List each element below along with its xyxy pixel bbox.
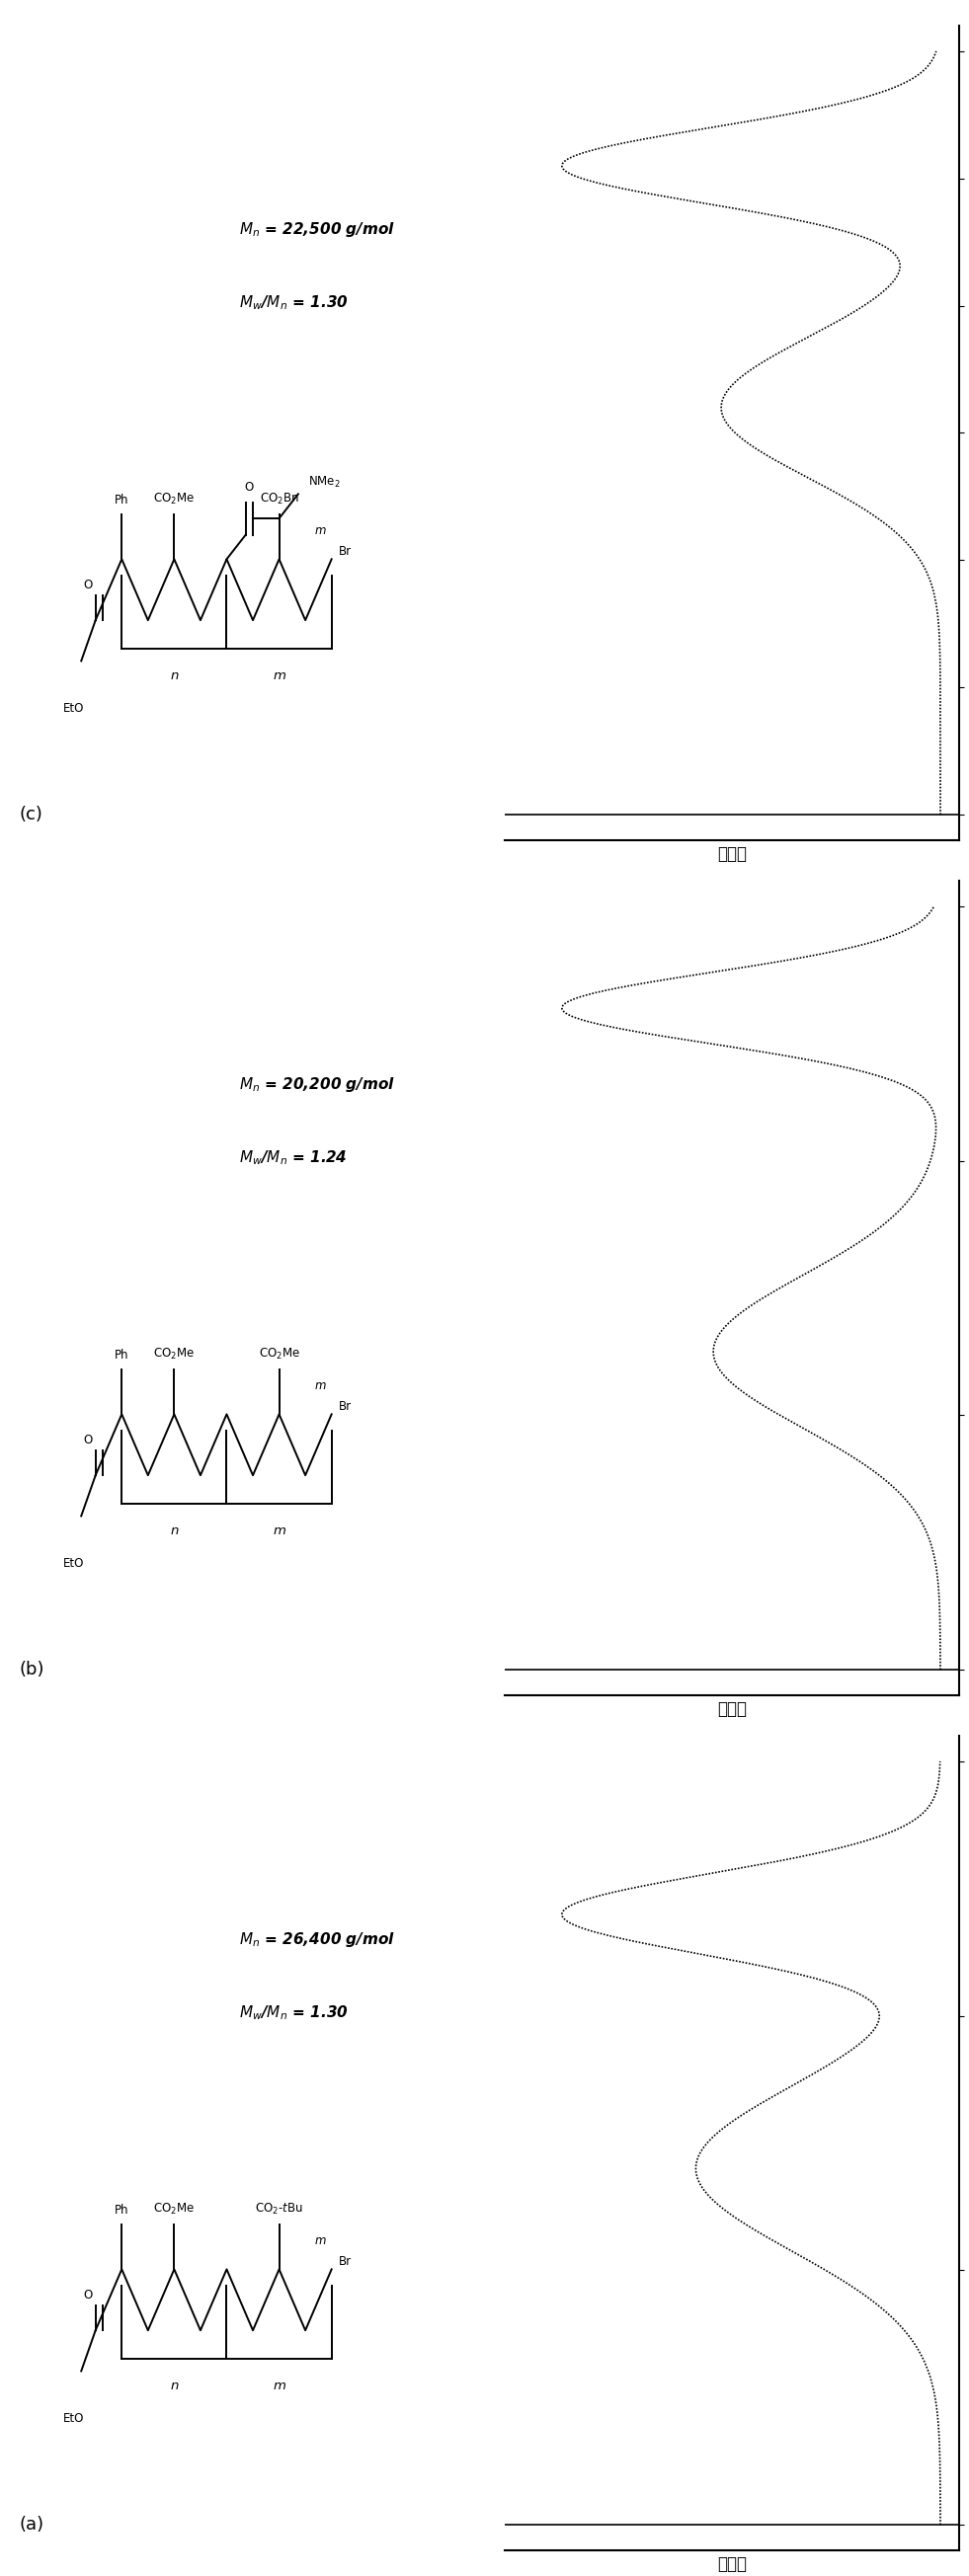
Text: O: O xyxy=(244,482,254,495)
Text: CO$_2$Me: CO$_2$Me xyxy=(153,1347,195,1360)
X-axis label: 峰强度: 峰强度 xyxy=(717,1700,747,1718)
X-axis label: 峰强度: 峰强度 xyxy=(717,845,747,863)
Text: EtO: EtO xyxy=(64,701,84,714)
Text: $m$: $m$ xyxy=(314,2233,327,2246)
Text: (b): (b) xyxy=(19,1662,45,1680)
Text: CO$_2$Me: CO$_2$Me xyxy=(259,1347,299,1360)
Text: $M_w$/$M_n$ = 1.30: $M_w$/$M_n$ = 1.30 xyxy=(238,2004,348,2022)
Text: NMe$_2$: NMe$_2$ xyxy=(308,474,340,489)
Text: $m$: $m$ xyxy=(314,1378,327,1391)
Text: $m$: $m$ xyxy=(272,670,286,683)
Text: $m$: $m$ xyxy=(314,526,327,536)
Text: $m$: $m$ xyxy=(272,2380,286,2393)
Text: $n$: $n$ xyxy=(170,670,179,683)
Text: CO$_2$-$t$Bu: CO$_2$-$t$Bu xyxy=(255,2202,303,2215)
Text: CO$_2$Bn: CO$_2$Bn xyxy=(260,492,298,507)
Text: $n$: $n$ xyxy=(170,1525,179,1538)
Text: Br: Br xyxy=(339,544,352,556)
Text: CO$_2$Me: CO$_2$Me xyxy=(153,492,195,507)
Text: Ph: Ph xyxy=(114,495,129,507)
Text: Ph: Ph xyxy=(114,1347,129,1360)
Text: Br: Br xyxy=(339,2254,352,2267)
Text: EtO: EtO xyxy=(64,2411,84,2424)
Text: $n$: $n$ xyxy=(170,2380,179,2393)
Text: $M_w$/$M_n$ = 1.24: $M_w$/$M_n$ = 1.24 xyxy=(238,1149,347,1167)
Text: (a): (a) xyxy=(19,2517,44,2535)
Text: $m$: $m$ xyxy=(272,1525,286,1538)
Text: O: O xyxy=(83,2290,93,2303)
Text: CO$_2$Me: CO$_2$Me xyxy=(153,2202,195,2215)
Text: Br: Br xyxy=(339,1399,352,1412)
Text: EtO: EtO xyxy=(64,1556,84,1569)
Text: Ph: Ph xyxy=(114,2202,129,2215)
Text: (c): (c) xyxy=(19,806,43,824)
X-axis label: 峰强度: 峰强度 xyxy=(717,2555,747,2573)
Text: $M_n$ = 22,500 g/mol: $M_n$ = 22,500 g/mol xyxy=(238,219,394,240)
Text: $M_n$ = 20,200 g/mol: $M_n$ = 20,200 g/mol xyxy=(238,1074,394,1095)
Text: $M_w$/$M_n$ = 1.30: $M_w$/$M_n$ = 1.30 xyxy=(238,294,348,312)
Text: O: O xyxy=(83,580,93,592)
Text: $M_n$ = 26,400 g/mol: $M_n$ = 26,400 g/mol xyxy=(238,1929,394,1950)
Text: O: O xyxy=(83,1435,93,1448)
